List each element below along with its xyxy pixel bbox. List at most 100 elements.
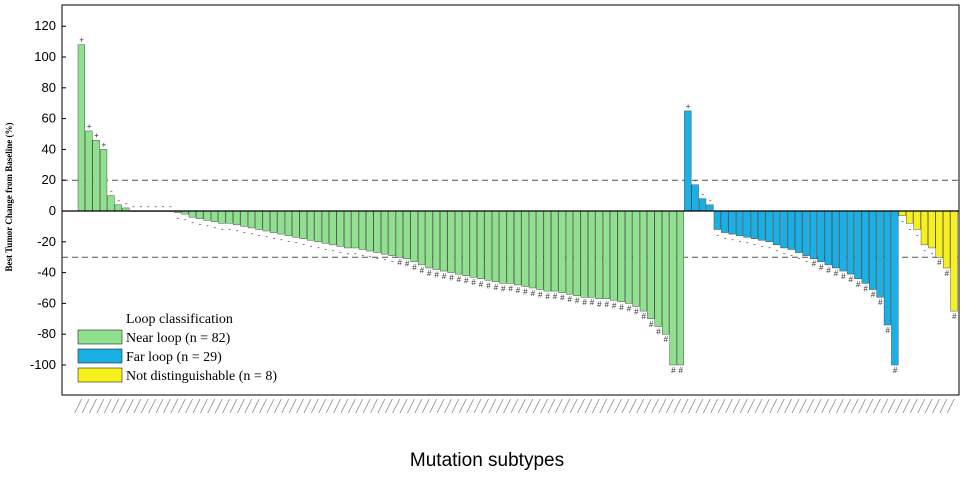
x-tick-label [821, 398, 829, 414]
bar-near-52 [462, 210, 470, 276]
x-tick-label [762, 398, 770, 414]
bar-marker: # [826, 266, 831, 275]
x-tick-label [836, 398, 844, 414]
bar-marker: - [724, 234, 727, 243]
x-tick-label [702, 398, 711, 414]
bar-marker: # [627, 304, 632, 313]
bar-near-76 [639, 210, 648, 312]
bar-marker: - [354, 249, 357, 258]
bar-marker: - [909, 224, 912, 233]
x-tick-label [192, 398, 201, 414]
x-tick-label [540, 398, 548, 414]
bar-marker: - [265, 232, 268, 241]
bar-near-51 [454, 210, 463, 275]
bar-near-1 [85, 130, 93, 212]
bar-marker: - [199, 220, 202, 229]
x-tick-label [429, 398, 438, 414]
bar-near-26 [270, 210, 278, 233]
x-tick-label [599, 398, 608, 414]
x-tick-label [333, 398, 341, 414]
bar-far-6 [728, 210, 736, 235]
bar-near-0 [77, 44, 85, 212]
bar-marker: # [612, 301, 617, 310]
x-tick-label [747, 398, 755, 414]
bar-near-30 [299, 210, 307, 239]
y-axis-label: Best Tumor Change from Baseline (%) [4, 123, 14, 272]
bar-near-56 [491, 210, 500, 283]
x-tick-label [606, 398, 615, 414]
bar-marker: # [886, 326, 891, 335]
bar-near-29 [292, 210, 300, 238]
bar-marker: # [678, 366, 683, 375]
legend-label-nd: Not distinguishable (n = 8) [126, 369, 277, 384]
legend-title: Loop classification [126, 312, 233, 327]
bar-far-10 [758, 210, 766, 241]
bar-marker: + [94, 131, 99, 140]
bar-far-1 [691, 184, 699, 212]
bar-marker: # [619, 303, 624, 312]
bar-marker: - [125, 199, 128, 208]
bar-marker: # [545, 292, 550, 301]
bar-marker: # [656, 328, 661, 337]
bar-near-17 [203, 210, 211, 221]
legend: Loop classification Near loop (n = 82) F… [77, 312, 277, 384]
bar-near-25 [262, 210, 270, 232]
x-tick-label [303, 398, 312, 414]
bar-near-44 [403, 210, 411, 259]
x-tick-label [673, 398, 682, 414]
bar-near-81 [676, 210, 684, 366]
bar-near-27 [277, 210, 285, 235]
y-tick-label: 40 [42, 141, 56, 156]
x-tick-label [347, 398, 356, 414]
bar-far-4 [713, 210, 721, 230]
x-tick-label [259, 398, 267, 414]
x-tick-label [340, 398, 349, 414]
bar-marker: - [332, 246, 335, 255]
bar-far-5 [721, 210, 729, 233]
bar-near-18 [210, 210, 219, 222]
bar-marker: # [420, 266, 425, 275]
x-tick-label [643, 398, 652, 414]
x-tick-label [488, 398, 497, 414]
bar-far-16 [802, 210, 810, 256]
x-tick-label [148, 398, 157, 414]
bar-marker: - [376, 254, 379, 263]
bar-far-12 [772, 210, 781, 246]
x-tick-label [133, 398, 142, 414]
bar-near-34 [329, 210, 337, 246]
bar-marker: # [841, 272, 846, 281]
x-tick-label [237, 398, 245, 414]
x-tick-label [281, 398, 290, 414]
bar-marker: # [516, 286, 521, 295]
x-tick-label [244, 398, 253, 414]
bar-near-73 [617, 210, 625, 303]
x-tick-label [591, 398, 600, 414]
legend-swatch-near [77, 329, 123, 345]
bar-far-15 [795, 210, 803, 253]
bar-marker: # [523, 287, 528, 296]
bar-marker: # [590, 298, 595, 307]
x-tick-label [739, 398, 748, 414]
bar-marker: - [221, 224, 224, 233]
bar-far-14 [787, 210, 795, 250]
x-tick-label [111, 398, 120, 414]
x-tick-label [503, 398, 511, 414]
bar-near-33 [321, 210, 330, 244]
bar-marker: - [731, 235, 734, 244]
bar-marker: - [716, 230, 719, 239]
x-tick-label [163, 398, 171, 414]
bar-marker: - [746, 238, 749, 247]
bar-marker: - [162, 202, 165, 211]
x-tick-label [407, 398, 415, 414]
bar-marker: # [427, 269, 432, 278]
bar-marker: - [117, 196, 120, 205]
x-tick-label [222, 398, 230, 414]
bar-marker: # [952, 312, 957, 321]
bar-near-36 [344, 210, 352, 249]
x-tick-label [880, 398, 889, 414]
x-tick-label [421, 398, 430, 414]
bar-near-46 [417, 210, 426, 266]
x-tick-label [754, 398, 763, 414]
bar-near-23 [247, 210, 256, 229]
